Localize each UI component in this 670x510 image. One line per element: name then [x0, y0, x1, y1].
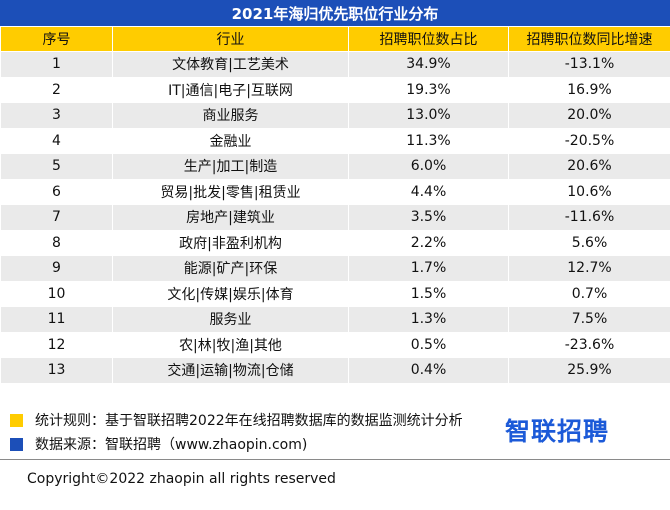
- cell-share: 1.3%: [348, 306, 509, 333]
- cell-index: 3: [0, 102, 113, 129]
- cell-share: 1.5%: [348, 280, 509, 307]
- cell-growth: 7.5%: [508, 306, 670, 333]
- cell-industry: 文体教育|工艺美术: [112, 51, 349, 78]
- cell-index: 13: [0, 357, 113, 384]
- cell-index: 4: [0, 127, 113, 154]
- cell-industry: IT|通信|电子|互联网: [112, 76, 349, 103]
- cell-share: 6.0%: [348, 153, 509, 180]
- cell-index: 9: [0, 255, 113, 282]
- cell-industry: 生产|加工|制造: [112, 153, 349, 180]
- note-rule-text: 统计规则：基于智联招聘2022年在线招聘数据库的数据监测统计分析: [35, 413, 463, 429]
- cell-growth: 12.7%: [508, 255, 670, 282]
- cell-index: 1: [0, 51, 113, 78]
- cell-share: 3.5%: [348, 204, 509, 231]
- cell-industry: 能源|矿产|环保: [112, 255, 349, 282]
- cell-growth: 0.7%: [508, 280, 670, 307]
- column-header-index: 序号: [0, 26, 113, 52]
- cell-growth: -20.5%: [508, 127, 670, 154]
- table-header-row: 序号 行业 招聘职位数占比 招聘职位数同比增速: [0, 26, 670, 52]
- cell-growth: -11.6%: [508, 204, 670, 231]
- cell-growth: 20.6%: [508, 153, 670, 180]
- table-row: 1 文体教育|工艺美术 34.9% -13.1%: [0, 51, 670, 78]
- footer-notes: 统计规则：基于智联招聘2022年在线招聘数据库的数据监测统计分析 数据来源：智联…: [10, 408, 463, 456]
- cell-index: 7: [0, 204, 113, 231]
- note-source-text: 数据来源：智联招聘（www.zhaopin.com): [35, 437, 308, 453]
- yellow-square-icon: [10, 413, 23, 427]
- industry-distribution-table: 序号 行业 招聘职位数占比 招聘职位数同比增速 1 文体教育|工艺美术 34.9% -…: [0, 26, 670, 384]
- cell-index: 10: [0, 280, 113, 307]
- cell-share: 0.4%: [348, 357, 509, 384]
- cell-share: 0.5%: [348, 331, 509, 358]
- cell-growth: 16.9%: [508, 76, 670, 103]
- footer-divider: [0, 459, 670, 460]
- table-row: 9 能源|矿产|环保 1.7% 12.7%: [0, 255, 670, 282]
- cell-industry: 交通|运输|物流|仓储: [112, 357, 349, 384]
- table-row: 12 农|林|牧|渔|其他 0.5% -23.6%: [0, 331, 670, 358]
- cell-industry: 服务业: [112, 306, 349, 333]
- column-header-share: 招聘职位数占比: [348, 26, 509, 52]
- cell-index: 5: [0, 153, 113, 180]
- cell-share: 13.0%: [348, 102, 509, 129]
- table-row: 10 文化|传媒|娱乐|体育 1.5% 0.7%: [0, 280, 670, 307]
- zhaopin-logo: 智联招聘: [505, 417, 610, 446]
- table-row: 8 政府|非盈利机构 2.2% 5.6%: [0, 229, 670, 256]
- table-row: 6 贸易|批发|零售|租赁业 4.4% 10.6%: [0, 178, 670, 205]
- cell-index: 11: [0, 306, 113, 333]
- table-title: 2021年海归优先职位行业分布: [0, 0, 670, 26]
- cell-industry: 贸易|批发|零售|租赁业: [112, 178, 349, 205]
- cell-share: 34.9%: [348, 51, 509, 78]
- cell-growth: 25.9%: [508, 357, 670, 384]
- cell-share: 2.2%: [348, 229, 509, 256]
- cell-index: 12: [0, 331, 113, 358]
- cell-share: 19.3%: [348, 76, 509, 103]
- column-header-industry: 行业: [112, 26, 349, 52]
- cell-growth: 20.0%: [508, 102, 670, 129]
- cell-share: 1.7%: [348, 255, 509, 282]
- cell-industry: 商业服务: [112, 102, 349, 129]
- cell-share: 11.3%: [348, 127, 509, 154]
- table-row: 7 房地产|建筑业 3.5% -11.6%: [0, 204, 670, 231]
- table-body: 1 文体教育|工艺美术 34.9% -13.1% 2 IT|通信|电子|互联网 19.3% 1…: [0, 51, 670, 384]
- cell-industry: 农|林|牧|渔|其他: [112, 331, 349, 358]
- table-row: 2 IT|通信|电子|互联网 19.3% 16.9%: [0, 76, 670, 103]
- blue-square-icon: [10, 437, 23, 451]
- column-header-growth: 招聘职位数同比增速: [508, 26, 670, 52]
- cell-industry: 金融业: [112, 127, 349, 154]
- copyright-text: Copyright©2022 zhaopin all rights reserv…: [27, 471, 336, 487]
- cell-industry: 文化|传媒|娱乐|体育: [112, 280, 349, 307]
- cell-industry: 政府|非盈利机构: [112, 229, 349, 256]
- cell-growth: 5.6%: [508, 229, 670, 256]
- cell-index: 8: [0, 229, 113, 256]
- note-source: 数据来源：智联招聘（www.zhaopin.com): [10, 432, 463, 456]
- table-row: 5 生产|加工|制造 6.0% 20.6%: [0, 153, 670, 180]
- cell-growth: -13.1%: [508, 51, 670, 78]
- table-row: 13 交通|运输|物流|仓储 0.4% 25.9%: [0, 357, 670, 384]
- cell-index: 2: [0, 76, 113, 103]
- cell-industry: 房地产|建筑业: [112, 204, 349, 231]
- table-row: 4 金融业 11.3% -20.5%: [0, 127, 670, 154]
- table-row: 11 服务业 1.3% 7.5%: [0, 306, 670, 333]
- cell-index: 6: [0, 178, 113, 205]
- cell-growth: -23.6%: [508, 331, 670, 358]
- cell-growth: 10.6%: [508, 178, 670, 205]
- cell-share: 4.4%: [348, 178, 509, 205]
- table-row: 3 商业服务 13.0% 20.0%: [0, 102, 670, 129]
- note-rule: 统计规则：基于智联招聘2022年在线招聘数据库的数据监测统计分析: [10, 408, 463, 432]
